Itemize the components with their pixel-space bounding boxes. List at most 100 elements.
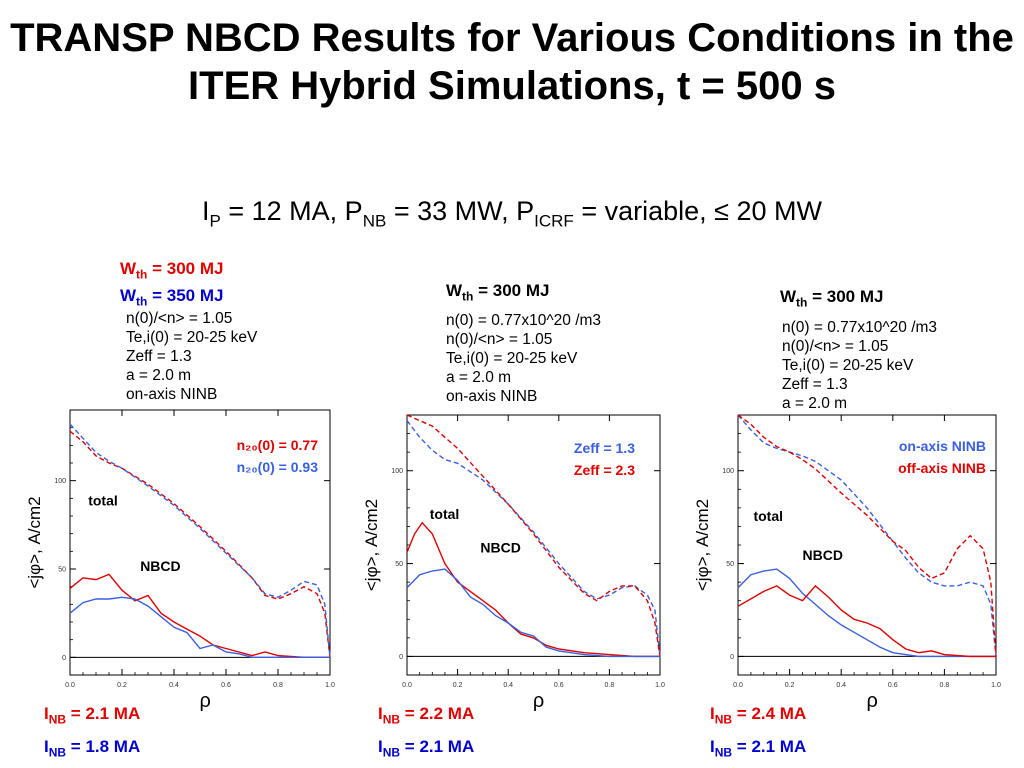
panel3-param: Te,i(0) = 20-25 keV	[782, 357, 914, 374]
plot-frame	[737, 414, 997, 676]
x-tick-label: 0.2	[453, 682, 463, 689]
subtitle-ip-text: = 12 MA, P	[220, 196, 363, 226]
panel1-wth-2-sub: th	[136, 294, 148, 309]
panel1-wth-2-label: W	[120, 286, 137, 306]
y-axis-label: <jφ>, A/cm2	[693, 499, 712, 591]
y-tick-label: 0	[730, 654, 734, 661]
series-line-nbcd-red	[69, 573, 330, 658]
panel2-inb-1-label: I	[378, 704, 383, 723]
panel2-param: Te,i(0) = 20-25 keV	[446, 350, 578, 367]
panel1-param: Zeff = 1.3	[126, 348, 192, 365]
subtitle-ip: I	[202, 196, 210, 226]
panel1-param: Te,i(0) = 20-25 keV	[126, 329, 258, 346]
panel3-wth-line-1: Wth = 300 MJ	[780, 286, 883, 313]
panel3-params: n(0) = 0.77x10^20 /m3 n(0)/<n> = 1.05 Te…	[782, 318, 937, 413]
x-tick-label: 0.4	[503, 682, 513, 689]
y-tick-label: 100	[722, 468, 734, 475]
annotation-nbcd: NBCD	[803, 547, 843, 563]
panel3-param: Zeff = 1.3	[782, 376, 848, 393]
panel1-inb-1-value: = 2.1 MA	[66, 704, 141, 723]
panel2-inb-2-value: = 2.1 MA	[400, 737, 475, 757]
panel3-inb-2-value: = 2.1 MA	[732, 737, 807, 757]
legend-entry: on-axis NINB	[899, 438, 986, 454]
panel1-param: n(0)/<n> = 1.05	[126, 310, 233, 327]
legend-entry: n₂₀(0) = 0.77	[237, 437, 319, 453]
series-line-nbcd-blue	[737, 568, 996, 658]
panel2-params: n(0) = 0.77x10^20 /m3 n(0)/<n> = 1.05 Te…	[446, 311, 601, 406]
panel1-inb-1-label: I	[44, 704, 49, 723]
panel2-param: n(0)/<n> = 1.05	[446, 331, 553, 348]
annotation-total: total	[753, 508, 783, 524]
annotation-total: total	[430, 506, 460, 522]
panel3-inb-2-label: I	[710, 737, 715, 757]
panel3-inb-line-2: INB = 2.1 MA	[710, 733, 806, 766]
x-tick-label: 1.0	[991, 682, 1001, 689]
panel2-wth-1-sub: th	[462, 289, 474, 304]
panel1-param: on-axis NINB	[126, 386, 218, 403]
series-line-total-blue	[69, 423, 331, 658]
x-tick-label: 0.6	[221, 682, 231, 689]
x-tick-label: 0.6	[554, 682, 564, 689]
panel1-wth-line-1: Wth = 300 MJ	[120, 258, 223, 285]
chart-panel-3: 0.0 0.2 0.4 0.6 0.8 1.0 0 50 100 total NBCD on-axis…	[693, 414, 1001, 712]
x-tick-label: 1.0	[325, 682, 335, 689]
panel2-inb-line-1: INB = 2.2 MA	[378, 700, 474, 733]
panel2-wth-1-value: = 300 MJ	[473, 281, 550, 300]
annotation-nbcd: NBCD	[480, 539, 520, 555]
panel1-wth-1-sub: th	[136, 267, 148, 282]
panel1-param: a = 2.0 m	[126, 367, 192, 384]
x-tick-label: 0.2	[117, 682, 127, 689]
page-title: TRANSP NBCD Results for Various Conditio…	[10, 16, 1014, 108]
panel1-wth-line-2: Wth = 350 MJ	[120, 285, 223, 312]
x-axis-label: ρ	[866, 690, 877, 712]
panel2-param: on-axis NINB	[446, 388, 538, 405]
x-axis-label: ρ	[200, 690, 211, 712]
x-tick-label: 0.6	[888, 682, 898, 689]
panel1-inb-1-sub: NB	[48, 712, 67, 727]
series-line-total-red	[69, 430, 331, 658]
panel3-wth: Wth = 300 MJ	[780, 286, 883, 313]
panel2-wth-1-label: W	[446, 281, 463, 300]
panel3-param: n(0) = 0.77x10^20 /m3	[782, 319, 938, 336]
y-tick-label: 100	[391, 468, 403, 475]
x-tick-label: 0.8	[940, 682, 950, 689]
legend-entry: off-axis NINB	[898, 460, 986, 476]
x-tick-label: 0.4	[836, 682, 846, 689]
x-tick-label: 0.0	[65, 682, 75, 689]
x-tick-label: 0.0	[733, 682, 743, 689]
panel2-inb-line-2: INB = 2.1 MA	[378, 733, 474, 766]
annotation-nbcd: NBCD	[140, 558, 180, 574]
series-line-total-blue	[406, 420, 661, 657]
x-tick-label: 1.0	[655, 682, 665, 689]
series-line-nbcd-blue	[69, 596, 330, 658]
chart-panel-1: 0.0 0.2 0.4 0.6 0.8 1.0 0 50 100 total NBCD n₂₀(0) …	[25, 409, 335, 712]
y-tick-label: 50	[58, 567, 66, 574]
panel1-inb-line-1: INB = 2.1 MA	[44, 700, 140, 733]
panel1-inb-2-sub: NB	[48, 745, 67, 760]
panel2-param: n(0) = 0.77x10^20 /m3	[446, 312, 602, 329]
panel2-wth: Wth = 300 MJ	[446, 280, 549, 307]
legend-entry: n₂₀(0) = 0.93	[237, 459, 319, 475]
chart-panel-2: 0.0 0.2 0.4 0.6 0.8 1.0 0 50 100 total NBCD Zeff = …	[362, 414, 665, 712]
x-tick-label: 0.4	[169, 682, 179, 689]
panel2-inb-2-label: I	[378, 737, 383, 757]
panel3-inb-1-value: = 2.4 MA	[732, 704, 807, 723]
page-subtitle: IP = 12 MA, PNB = 33 MW, PICRF = variabl…	[0, 196, 1024, 231]
panel1-wth-1-value: = 300 MJ	[147, 259, 224, 278]
subtitle-pnb-sub: NB	[362, 211, 387, 231]
panel2-inb-2-sub: NB	[382, 745, 401, 760]
y-axis-label: <jφ>, A/cm2	[362, 499, 381, 591]
panel3-inb: INB = 2.4 MA INB = 2.1 MA	[710, 700, 806, 767]
x-tick-label: 0.8	[605, 682, 615, 689]
panel3-inb-line-1: INB = 2.4 MA	[710, 700, 806, 733]
panel1-params: n(0)/<n> = 1.05 Te,i(0) = 20-25 keV Zeff…	[126, 309, 257, 404]
panel1-wth-2-value: = 350 MJ	[147, 286, 224, 306]
panel1-inb-line-2: INB = 1.8 MA	[44, 733, 140, 766]
panel3-inb-1-label: I	[710, 704, 715, 723]
panel1-inb-2-value: = 1.8 MA	[66, 737, 141, 757]
y-tick-label: 50	[395, 561, 403, 568]
panel1-wth: Wth = 300 MJ Wth = 350 MJ	[120, 258, 223, 313]
panel2-param: a = 2.0 m	[446, 369, 512, 386]
panel1-wth-1-label: W	[120, 259, 137, 278]
series-line-total-red	[406, 414, 661, 657]
